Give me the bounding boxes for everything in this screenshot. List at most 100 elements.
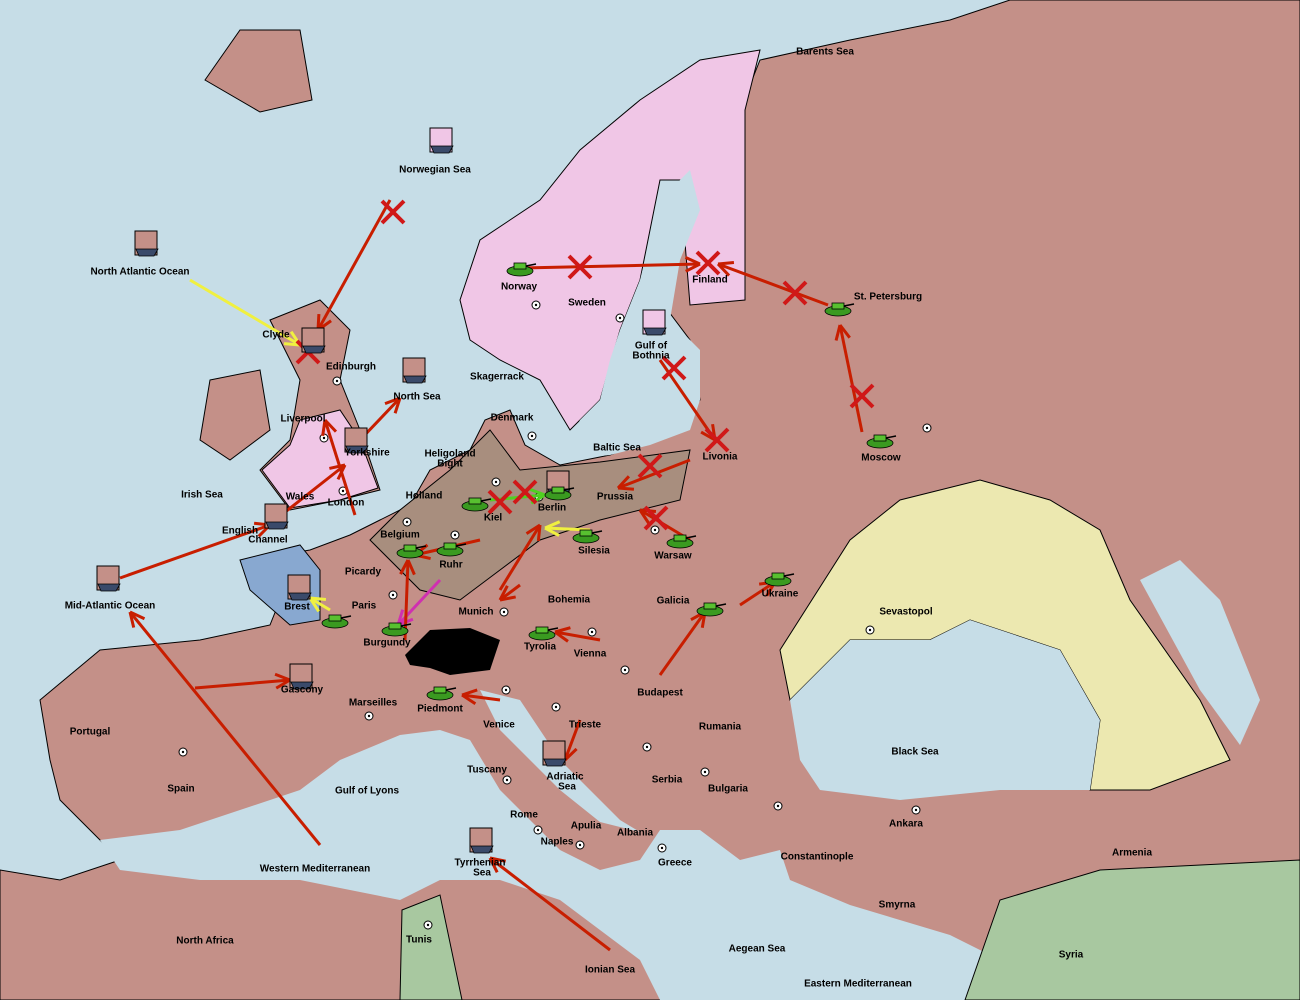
province-label: Berlin xyxy=(538,503,566,514)
ireland xyxy=(199,369,271,461)
supply-center-dot xyxy=(502,610,506,614)
supply-center-dot xyxy=(660,846,664,850)
province-label: Ukraine xyxy=(762,589,799,600)
arrow-head xyxy=(384,396,401,406)
province-label: Barents Sea xyxy=(796,47,854,58)
army-turret xyxy=(443,542,457,550)
order-arrow xyxy=(563,719,582,761)
province-label: Belgium xyxy=(380,530,420,541)
switzerland xyxy=(405,628,500,675)
province-label: Gulf of Lyons xyxy=(335,786,400,797)
army-gun xyxy=(685,535,697,539)
province-label: Marseilles xyxy=(349,698,398,709)
supply-center-dot xyxy=(703,770,707,774)
province-label: Burgundy xyxy=(363,638,411,649)
army-gun xyxy=(340,615,352,619)
army-gun xyxy=(783,573,795,577)
army-turret xyxy=(673,534,687,542)
province-label: Warsaw xyxy=(654,551,692,562)
arrow-head xyxy=(685,262,701,273)
fleet-ship xyxy=(543,758,567,767)
arrow-head xyxy=(308,597,321,613)
province-label: Yorkshire xyxy=(344,448,390,459)
province-label: Sea xyxy=(473,868,491,879)
province-label: Albania xyxy=(617,828,654,839)
province-label: Apulia xyxy=(571,821,602,832)
province-label: Irish Sea xyxy=(181,490,223,501)
province-label: Picardy xyxy=(345,567,382,578)
order-arrow xyxy=(119,523,271,580)
province-label: North Sea xyxy=(393,392,441,403)
order-arrow xyxy=(189,278,301,347)
order-arrow xyxy=(316,199,392,331)
province-label: Ankara xyxy=(889,819,923,830)
arrow-head xyxy=(617,486,635,491)
arrow-head xyxy=(488,857,499,873)
province-label: Edinburgh xyxy=(326,362,376,373)
supply-center-dot xyxy=(530,434,534,438)
order-arrow xyxy=(838,324,864,433)
army-turret xyxy=(403,544,417,552)
province-label: Bohemia xyxy=(548,595,591,606)
province-label: Livonia xyxy=(702,452,737,463)
order-arrow xyxy=(521,262,701,270)
supply-center-dot xyxy=(653,528,657,532)
province-label: North Africa xyxy=(176,936,234,947)
arrow-head xyxy=(323,418,338,433)
failed-order xyxy=(380,199,406,225)
labels: Barents Sea Norwegian Sea North Atlantic O… xyxy=(65,47,1153,990)
province-label: Ruhr xyxy=(439,560,462,571)
province-label: Venice xyxy=(483,720,515,731)
army-turret xyxy=(703,602,717,610)
army-turret xyxy=(831,302,845,310)
province-label: Syria xyxy=(1059,950,1084,961)
order-arrow xyxy=(403,559,410,641)
fleet-ship xyxy=(403,375,427,384)
order-arrow xyxy=(128,611,322,846)
army-turret xyxy=(433,686,447,694)
province-label: Sweden xyxy=(568,298,606,309)
order-arrow xyxy=(489,856,611,952)
army-gun xyxy=(400,623,412,627)
arrow-head xyxy=(834,324,842,341)
province-label: Tunis xyxy=(406,935,432,946)
province-label: Naples xyxy=(541,837,574,848)
failed-order xyxy=(637,453,663,479)
black-sea xyxy=(790,620,1100,800)
order-arrow xyxy=(554,630,601,642)
order-arrow xyxy=(309,596,331,612)
province-label: Galicia xyxy=(657,596,690,607)
province-label: Sevastopol xyxy=(879,607,933,618)
province-label: Denmark xyxy=(491,413,534,424)
province-label: Prussia xyxy=(597,492,634,503)
arrow-head xyxy=(525,523,541,535)
army-gun xyxy=(525,263,537,267)
army-gun xyxy=(591,530,603,534)
arrow-head xyxy=(461,693,477,706)
arrow-head xyxy=(399,559,410,575)
supply-center-dot xyxy=(504,688,508,692)
province-label: Tyrrhenian xyxy=(455,858,506,869)
failed-order xyxy=(782,280,808,306)
failed-order xyxy=(849,383,875,409)
province-label: Ionian Sea xyxy=(585,965,635,976)
supply-center-dot xyxy=(536,828,540,832)
province-label: Finland xyxy=(692,275,728,286)
province-label: North Atlantic Ocean xyxy=(90,267,189,278)
army-gun xyxy=(455,543,467,547)
arrow-head xyxy=(838,324,851,339)
province-label: Rumania xyxy=(699,722,742,733)
supply-center-dot xyxy=(554,705,558,709)
arrow-head xyxy=(393,397,402,414)
fleet-ship xyxy=(302,345,326,354)
supply-center-dot xyxy=(578,843,582,847)
province-label: Gulf of xyxy=(635,341,668,352)
units xyxy=(96,127,897,854)
supply-center-dot xyxy=(914,808,918,812)
arrow-head xyxy=(128,611,136,628)
province-label: London xyxy=(328,498,365,509)
fleet-ship xyxy=(345,445,369,454)
supply-center-dot xyxy=(925,426,929,430)
brest xyxy=(239,544,321,626)
order-arrow xyxy=(739,580,776,607)
